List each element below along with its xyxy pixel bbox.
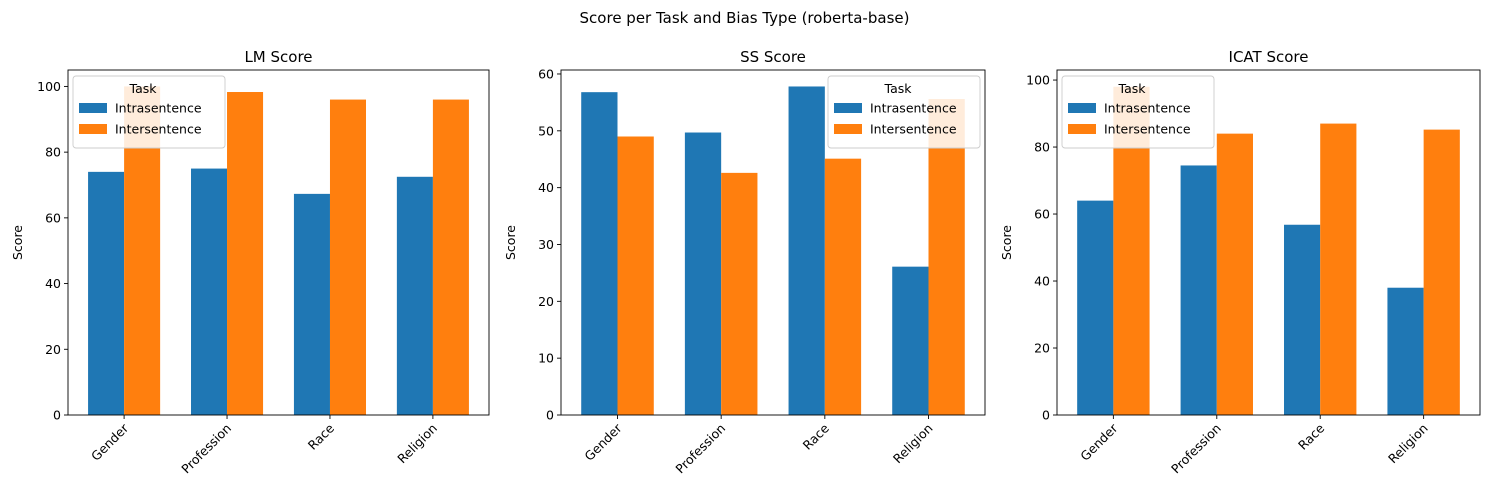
- legend-label-intersentence: Intersentence: [870, 122, 957, 137]
- chart-title: ICAT Score: [1229, 48, 1309, 66]
- bar-intersentence-profession: [227, 92, 264, 415]
- y-tick-label: 100: [37, 79, 61, 94]
- y-tick-label: 80: [1034, 140, 1050, 155]
- y-tick-label: 80: [45, 145, 61, 160]
- legend-label-intrasentence: Intrasentence: [1104, 101, 1191, 116]
- x-tick-label: Religion: [394, 421, 440, 467]
- bar-intersentence-religion: [432, 99, 469, 415]
- legend-title: Task: [1118, 81, 1147, 96]
- y-axis-label: Score: [503, 225, 518, 260]
- bar-intrasentence-religion: [892, 266, 929, 415]
- bar-intrasentence-race: [788, 86, 825, 415]
- bar-intersentence-religion: [1423, 129, 1460, 415]
- x-tick-label: Profession: [178, 421, 234, 477]
- legend: Task Intrasentence Intersentence: [72, 75, 226, 149]
- x-tick-label: Profession: [672, 421, 728, 477]
- bar-intersentence-profession: [1216, 133, 1253, 415]
- y-axis-label: Score: [10, 225, 25, 260]
- bar-intrasentence-religion: [396, 176, 433, 415]
- y-tick-label: 0: [1042, 408, 1050, 423]
- bar-intersentence-race: [824, 158, 862, 416]
- bar-intrasentence-religion: [1387, 287, 1424, 415]
- bar-intrasentence-gender: [581, 92, 618, 416]
- y-tick-label: 0: [53, 408, 61, 423]
- figure-suptitle: Score per Task and Bias Type (roberta-ba…: [580, 9, 910, 27]
- legend-swatch-intrasentence: [1068, 103, 1096, 113]
- legend-swatch-intrasentence: [79, 103, 107, 113]
- bar-intrasentence-profession: [1180, 165, 1217, 415]
- y-tick-label: 40: [538, 180, 554, 195]
- legend-swatch-intersentence: [1068, 124, 1096, 134]
- bar-intrasentence-gender: [1077, 200, 1114, 415]
- legend-swatch-intersentence: [79, 124, 107, 134]
- y-tick-label: 0: [546, 408, 554, 423]
- y-tick-label: 60: [45, 210, 61, 225]
- axes-frame: [1056, 69, 1481, 416]
- y-tick-label: 40: [45, 276, 61, 291]
- y-tick-label: 60: [538, 66, 554, 81]
- x-tick-label: Profession: [1168, 421, 1224, 477]
- y-tick-label: 50: [538, 123, 554, 138]
- y-tick-label: 20: [1034, 341, 1050, 356]
- legend-box: [827, 75, 981, 149]
- y-tick-label: 100: [1026, 73, 1050, 88]
- legend-swatch-intrasentence: [834, 103, 862, 113]
- x-tick-label: Religion: [890, 421, 936, 467]
- chart-panel-2: 0 10 20 30 40 50 60 Gender Profession Race Religio…: [503, 48, 986, 477]
- legend-title: Task: [884, 81, 913, 96]
- bar-intrasentence-profession: [684, 132, 722, 415]
- legend-label-intersentence: Intersentence: [115, 122, 202, 137]
- x-tick-label: Gender: [1077, 420, 1121, 464]
- y-tick-label: 40: [1034, 274, 1050, 289]
- bar-intersentence-gender: [617, 136, 654, 415]
- y-tick-label: 30: [538, 237, 554, 252]
- legend-label-intrasentence: Intrasentence: [115, 101, 202, 116]
- legend-title: Task: [129, 81, 158, 96]
- x-tick-label: Gender: [581, 420, 625, 464]
- y-axis-label: Score: [999, 225, 1014, 260]
- axes-frame: [67, 69, 490, 416]
- x-tick-label: Race: [305, 420, 337, 452]
- legend-box: [72, 75, 226, 149]
- y-tick-label: 20: [538, 294, 554, 309]
- bar-intrasentence-race: [1284, 224, 1321, 415]
- x-tick-label: Gender: [88, 420, 132, 464]
- bar-intersentence-race: [329, 99, 366, 415]
- y-tick-label: 10: [538, 351, 554, 366]
- bar-intrasentence-profession: [191, 168, 228, 415]
- chart-title: LM Score: [244, 48, 312, 66]
- x-tick-label: Race: [800, 420, 832, 452]
- legend-label-intrasentence: Intrasentence: [870, 101, 957, 116]
- chart-panel-3: 0 20 40 60 80 100 Gender Profession Race Religion…: [999, 48, 1481, 477]
- bar-intrasentence-gender: [88, 171, 125, 415]
- x-tick-label: Race: [1295, 420, 1327, 452]
- bar-intersentence-race: [1320, 123, 1357, 415]
- bar-intersentence-profession: [721, 172, 758, 415]
- legend: Task Intrasentence Intersentence: [827, 75, 981, 149]
- bar-intrasentence-race: [293, 193, 330, 415]
- axes-frame: [560, 69, 986, 416]
- chart-title: SS Score: [740, 48, 806, 66]
- legend-box: [1061, 75, 1215, 149]
- y-tick-label: 60: [1034, 207, 1050, 222]
- legend-label-intersentence: Intersentence: [1104, 122, 1191, 137]
- bar-intersentence-religion: [928, 98, 965, 416]
- x-tick-label: Religion: [1385, 421, 1431, 467]
- y-tick-label: 20: [45, 342, 61, 357]
- chart-panel-1: 0 20 40 60 80 100 Gender Profession Race Religion…: [10, 48, 490, 477]
- legend: Task Intrasentence Intersentence: [1061, 75, 1215, 149]
- legend-swatch-intersentence: [834, 124, 862, 134]
